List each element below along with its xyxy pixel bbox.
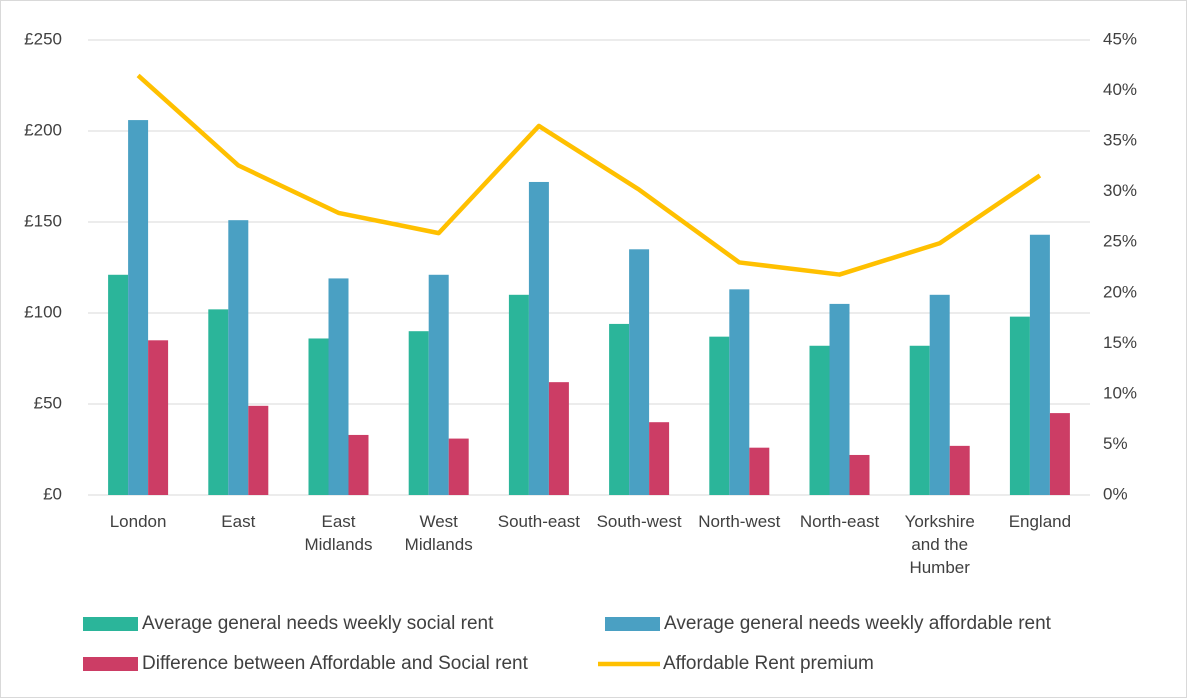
bar: [348, 434, 369, 495]
bar: [208, 309, 229, 495]
x-tick-label: Yorkshire and the Humber: [904, 512, 975, 577]
legend-label: Average general needs weekly affordable …: [664, 613, 1051, 634]
y-tick-label: £200: [24, 120, 62, 139]
y2-tick-label: 45%: [1103, 29, 1137, 48]
bar: [328, 278, 349, 495]
x-tick-label: England: [1008, 512, 1072, 531]
y-tick-label: £250: [24, 29, 62, 48]
bar: [248, 405, 269, 495]
y2-tick-label: 35%: [1103, 131, 1137, 150]
bar: [148, 340, 169, 495]
bar: [1009, 316, 1030, 495]
y-tick-label: £150: [24, 211, 62, 230]
legend-swatch: [605, 617, 660, 631]
bar: [809, 345, 830, 495]
bar: [849, 454, 870, 495]
bar: [408, 331, 429, 495]
bar: [749, 447, 770, 495]
x-tick-label: North-east: [799, 512, 880, 531]
bar: [929, 294, 950, 495]
legend-label: Affordable Rent premium: [663, 653, 874, 674]
y-tick-label: £50: [34, 393, 62, 412]
bar: [949, 445, 970, 495]
y2-tick-label: 5%: [1103, 434, 1128, 453]
legend-swatch: [83, 617, 138, 631]
bar: [1029, 234, 1050, 496]
legend-swatch: [83, 657, 138, 671]
bar: [428, 274, 449, 495]
y2-tick-label: 10%: [1103, 383, 1137, 402]
bar: [829, 303, 850, 495]
bar: [729, 289, 750, 495]
x-tick-label: London: [109, 512, 167, 531]
x-tick-label: South-east: [497, 512, 580, 531]
x-tick-label: West Midlands: [404, 512, 473, 554]
bar: [909, 345, 930, 495]
bar: [528, 181, 549, 495]
bar: [448, 438, 469, 495]
bar: [1049, 413, 1070, 495]
y2-tick-label: 0%: [1103, 484, 1128, 503]
bar: [308, 338, 329, 495]
y2-tick-label: 25%: [1103, 232, 1137, 251]
bar: [609, 323, 630, 495]
legend-label: Average general needs weekly social rent: [142, 613, 494, 634]
bar: [108, 274, 129, 495]
legend-label: Difference between Affordable and Social…: [142, 653, 528, 674]
line: [136, 73, 1042, 277]
bar: [649, 422, 670, 495]
y2-tick-label: 20%: [1103, 282, 1137, 301]
bar: [709, 336, 730, 495]
y2-tick-label: 15%: [1103, 333, 1137, 352]
x-tick-label: East: [221, 512, 256, 531]
y-tick-label: £100: [24, 302, 62, 321]
y2-tick-label: 30%: [1103, 181, 1137, 200]
y2-tick-label: 40%: [1103, 80, 1137, 99]
bar: [629, 249, 650, 495]
y-tick-label: £0: [43, 484, 62, 503]
bar: [548, 382, 569, 495]
bar: [508, 294, 529, 495]
bar: [228, 220, 249, 495]
bar: [128, 120, 149, 495]
x-tick-label: North-west: [698, 512, 781, 531]
x-tick-label: East Midlands: [304, 512, 373, 554]
x-tick-label: South-west: [596, 512, 682, 531]
